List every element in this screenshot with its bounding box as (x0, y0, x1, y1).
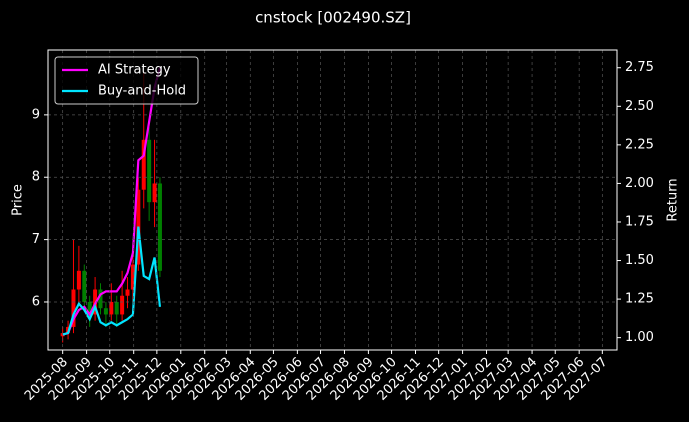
y2-tick-label: 1.75 (625, 214, 654, 229)
candle-body (109, 301, 114, 315)
y-tick-label: 6 (32, 294, 40, 309)
candle-body (130, 264, 135, 290)
y-tick-label: 7 (32, 232, 40, 247)
candle-body (152, 183, 157, 203)
plot-frame (47, 49, 618, 351)
candle-body (82, 270, 87, 302)
candle-body (114, 301, 119, 315)
legend-box (54, 56, 199, 105)
candle-body (157, 183, 162, 271)
series-line (62, 226, 162, 336)
plot (60, 67, 162, 343)
y-axis-label: Price (11, 184, 26, 216)
y2-tick-label: 2.50 (625, 99, 654, 114)
legend: AI Strategy Buy-and-Hold (54, 56, 199, 105)
candle-body (87, 301, 92, 315)
candle-body (125, 289, 130, 296)
candle-body (120, 295, 125, 315)
candle-body (141, 139, 146, 190)
y2-tick-label: 2.00 (625, 176, 654, 191)
chart-title: cnstock [002490.SZ] (255, 9, 411, 27)
y-tick-label: 9 (32, 107, 40, 122)
y2-tick-label: 1.00 (625, 330, 654, 345)
legend-label: AI Strategy (98, 63, 171, 78)
candle-body (98, 289, 103, 309)
legend-label: Buy-and-Hold (98, 84, 186, 99)
series-line (62, 67, 162, 336)
candle-body (147, 139, 152, 203)
y-tick-label: 8 (32, 170, 40, 185)
candle-body (71, 289, 76, 327)
y2-tick-label: 2.25 (625, 137, 654, 152)
y2-tick-label: 1.25 (625, 292, 654, 307)
y2-axis-label: Return (666, 178, 681, 221)
candle-body (103, 308, 108, 315)
y2-tick-label: 2.75 (625, 60, 654, 75)
y2-tick-label: 1.50 (625, 253, 654, 268)
candle-body (76, 270, 81, 290)
